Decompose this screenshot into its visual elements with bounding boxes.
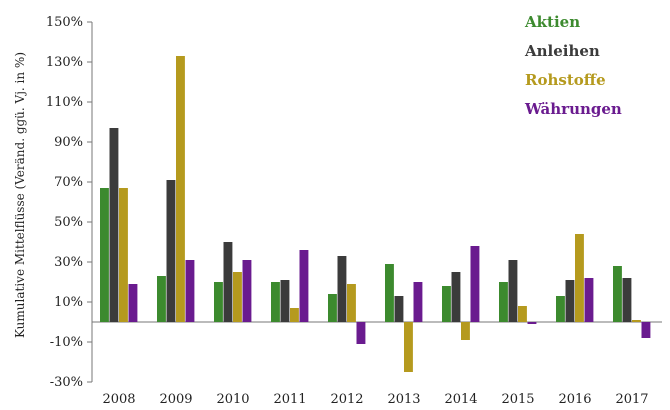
y-tick-label: -30%	[50, 375, 83, 390]
legend-entry: Rohstoffe	[525, 71, 606, 89]
bar-währungen-2013	[413, 282, 423, 322]
bar-anleihen-2015	[508, 260, 518, 322]
legend: Aktien Anleihen Rohstoffe Währungen	[524, 13, 622, 118]
y-tick-label: 10%	[54, 295, 83, 310]
bar-aktien-2016	[556, 296, 565, 322]
y-tick-label: 30%	[54, 255, 83, 270]
bar-aktien-2009	[157, 276, 166, 322]
x-tick-label: 2011	[273, 392, 306, 407]
bar-rohstoffe-2015	[518, 306, 527, 322]
bar-anleihen-2017	[622, 278, 632, 322]
y-axis-label: Kumulative Mittelflüsse (Veränd. ggü. Vj…	[13, 52, 27, 338]
bar-rohstoffe-2011	[290, 308, 299, 322]
y-axis: -30% -10% 10% 30% 50% 70% 90% 110% 130% 150%	[46, 15, 93, 390]
bar-aktien-2017	[613, 266, 622, 322]
legend-entry: Anleihen	[524, 42, 600, 60]
x-axis: 2008 2009 2010 2011 2012 2013 2014 2015 2016 2017	[92, 321, 662, 407]
bar-rohstoffe-2013	[404, 322, 413, 372]
bar-anleihen-2012	[337, 256, 347, 322]
x-tick-label: 2015	[501, 392, 534, 407]
bar-währungen-2008	[128, 284, 138, 322]
x-tick-label: 2012	[330, 392, 363, 407]
bar-währungen-2015	[527, 322, 537, 324]
x-tick-label: 2017	[615, 392, 648, 407]
bar-währungen-2009	[185, 260, 195, 322]
legend-entry: Aktien	[524, 13, 580, 31]
y-tick-label: 130%	[46, 55, 83, 70]
bar-anleihen-2011	[280, 280, 290, 322]
x-tick-label: 2008	[102, 392, 135, 407]
bar-rohstoffe-2012	[347, 284, 356, 322]
bar-rohstoffe-2010	[233, 272, 242, 322]
bar-währungen-2017	[641, 322, 651, 338]
x-tick-label: 2009	[159, 392, 192, 407]
y-tick-label: 90%	[54, 135, 83, 150]
x-tick-label: 2016	[558, 392, 591, 407]
bar-aktien-2012	[328, 294, 337, 322]
x-tick-label: 2014	[444, 392, 477, 407]
bar-rohstoffe-2016	[575, 234, 584, 322]
bar-aktien-2013	[385, 264, 394, 322]
bar-aktien-2011	[271, 282, 280, 322]
bars	[100, 56, 651, 372]
bar-aktien-2014	[442, 286, 451, 322]
y-tick-label: 70%	[54, 175, 83, 190]
bar-anleihen-2016	[565, 280, 575, 322]
bar-rohstoffe-2017	[632, 320, 641, 322]
bar-aktien-2008	[100, 188, 109, 322]
bar-aktien-2010	[214, 282, 223, 322]
bar-anleihen-2008	[109, 128, 119, 322]
bar-währungen-2012	[356, 322, 366, 344]
bar-anleihen-2009	[166, 180, 176, 322]
bar-anleihen-2010	[223, 242, 233, 322]
legend-entry: Währungen	[524, 100, 622, 118]
bar-währungen-2010	[242, 260, 252, 322]
y-tick-label: 110%	[46, 95, 83, 110]
x-tick-label: 2010	[216, 392, 249, 407]
x-tick-label: 2013	[387, 392, 420, 407]
bar-anleihen-2014	[451, 272, 461, 322]
bar-währungen-2011	[299, 250, 309, 322]
y-tick-label: 50%	[54, 215, 83, 230]
y-tick-label: 150%	[46, 15, 83, 30]
bar-rohstoffe-2008	[119, 188, 128, 322]
bar-währungen-2016	[584, 278, 594, 322]
bar-anleihen-2013	[394, 296, 404, 322]
y-tick-label: -10%	[50, 335, 83, 350]
bar-aktien-2015	[499, 282, 508, 322]
bar-rohstoffe-2014	[461, 322, 470, 340]
bar-währungen-2014	[470, 246, 480, 322]
bar-rohstoffe-2009	[176, 56, 185, 322]
